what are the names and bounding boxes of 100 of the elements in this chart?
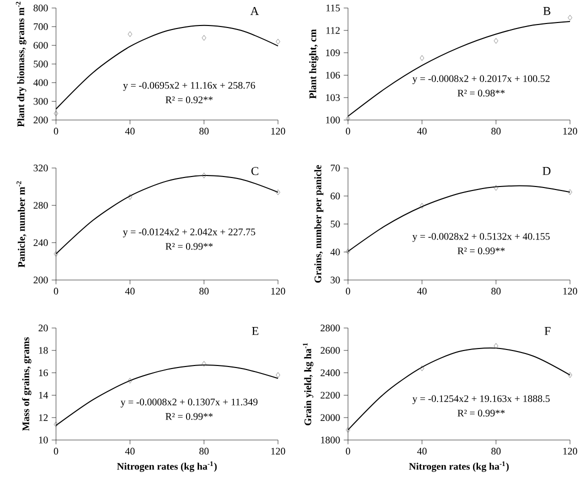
point	[276, 189, 280, 196]
point	[568, 14, 572, 21]
point	[54, 110, 58, 116]
point	[494, 343, 498, 349]
annotation: y = -0.0008x2 + 0.2017x + 100.52	[412, 75, 550, 84]
x-tick-label: 80	[199, 448, 209, 455]
y-tick-label: 60	[330, 192, 340, 200]
x-tick-label: 40	[417, 288, 427, 295]
x-tick-label: 80	[199, 288, 209, 295]
point	[128, 378, 132, 384]
point	[276, 372, 280, 378]
y-tick-label: 106	[326, 72, 340, 79]
y-tick-label: 30	[330, 276, 340, 284]
x-tick-label: 120	[271, 448, 286, 455]
point	[346, 116, 350, 122]
point	[420, 366, 424, 372]
y-axis-title: Panicle, number m$^{-2}$	[16, 181, 26, 268]
y-tick-label: 10	[39, 436, 48, 444]
y-tick-label: 800	[34, 4, 48, 12]
x-tick-label: 0	[346, 448, 350, 455]
y-tick-label: 18	[39, 347, 48, 354]
annotation: R² = 0.98**	[458, 90, 505, 97]
x-tick-label: 0	[346, 128, 350, 135]
y-tick-label: 20	[38, 324, 48, 332]
y-tick-label: 100	[326, 116, 340, 124]
chart-title: A	[250, 7, 259, 15]
point	[202, 172, 206, 178]
x-tick-label: 0	[54, 128, 58, 135]
y-tick-label: 1800	[321, 436, 340, 444]
x-tick-label: 0	[346, 288, 350, 295]
y-axis-title: Mass of grains, grams	[22, 337, 32, 431]
annotation: y = -0.1254x2 + 19.163x + 1888.5	[412, 395, 550, 404]
x-tick-label: 80	[491, 288, 501, 295]
x-tick-label: 120	[563, 288, 578, 295]
point	[276, 38, 280, 44]
annotation: R² = 0.99**	[458, 247, 505, 254]
y-tick-label: 280	[34, 202, 48, 209]
annotation: y = -0.0008x2 + 0.1307x + 11.349	[120, 398, 258, 408]
y-tick-label: 40	[330, 248, 340, 256]
x-tick-label: 80	[491, 448, 501, 455]
point	[568, 189, 572, 195]
y-tick-label: 109	[326, 49, 340, 56]
y-tick-label: 50	[330, 220, 340, 228]
y-tick-label: 16	[39, 369, 48, 376]
y-tick-label: 103	[326, 94, 340, 101]
point	[128, 31, 132, 37]
y-tick-label: 12	[39, 414, 48, 421]
y-tick-label: 700	[34, 23, 48, 30]
y-tick-label: 600	[34, 42, 48, 49]
x-tick-label: 120	[563, 128, 578, 135]
point	[346, 248, 350, 254]
annotation: R² = 0.99**	[166, 413, 213, 420]
y-tick-label: 320	[34, 164, 48, 172]
chart-title: C	[251, 167, 258, 176]
x-tick-label: 0	[54, 448, 58, 455]
x-axis-title: Nitrogen rates (kg ha$^{-1}$)	[117, 461, 217, 472]
y-tick-label: 2200	[320, 392, 340, 399]
y-tick-label: 2400	[320, 369, 340, 376]
point	[494, 38, 498, 44]
y-tick-label: 14	[39, 392, 48, 399]
y-axis-title: Plant height, cm	[309, 29, 318, 99]
point	[202, 361, 206, 367]
y-tick-label: 200	[34, 276, 48, 284]
y-tick-label: 2000	[320, 414, 340, 421]
annotation: R² = 0.92**	[166, 96, 213, 104]
x-tick-label: 40	[125, 288, 135, 295]
x-tick-label: 80	[199, 128, 209, 135]
y-tick-label: 400	[33, 79, 48, 86]
x-tick-label: 120	[271, 288, 286, 295]
y-tick-label: 300	[34, 98, 48, 105]
annotation: y = -0.0695x2 + 11.16x + 258.76	[123, 82, 256, 91]
point	[494, 185, 498, 191]
x-tick-label: 120	[563, 448, 578, 455]
point	[54, 251, 58, 257]
x-axis-title: Nitrogen rates (kg ha$^{-1}$)	[409, 461, 509, 472]
chart-title: B	[543, 7, 550, 15]
y-tick-label: 112	[326, 27, 340, 34]
x-tick-label: 80	[491, 128, 501, 135]
y-tick-label: 2800	[320, 324, 340, 332]
chart-title: D	[542, 167, 550, 175]
point	[568, 372, 572, 378]
x-tick-label: 120	[271, 128, 286, 135]
x-tick-label: 40	[125, 448, 135, 455]
y-tick-label: 200	[34, 116, 48, 124]
annotation: y = -0.0028x2 + 0.5132x + 40.155	[412, 233, 550, 242]
point	[54, 422, 58, 428]
chart-title: F	[544, 327, 550, 335]
y-tick-label: 70	[330, 164, 340, 172]
y-axis-title: Plant dry biomass, grams m$^{-2}$	[16, 2, 26, 127]
annotation: y = -0.0124x2 + 2.042x + 227.75	[122, 228, 256, 238]
y-tick-label: 2600	[320, 347, 340, 354]
x-tick-label: 40	[417, 448, 427, 455]
point	[420, 55, 424, 61]
point	[128, 194, 132, 200]
point	[420, 203, 424, 209]
y-tick-label: 115	[326, 4, 340, 12]
annotation: R² = 0.99**	[458, 410, 505, 417]
point	[346, 427, 350, 433]
point	[202, 35, 206, 41]
chart-title: E	[252, 327, 258, 335]
